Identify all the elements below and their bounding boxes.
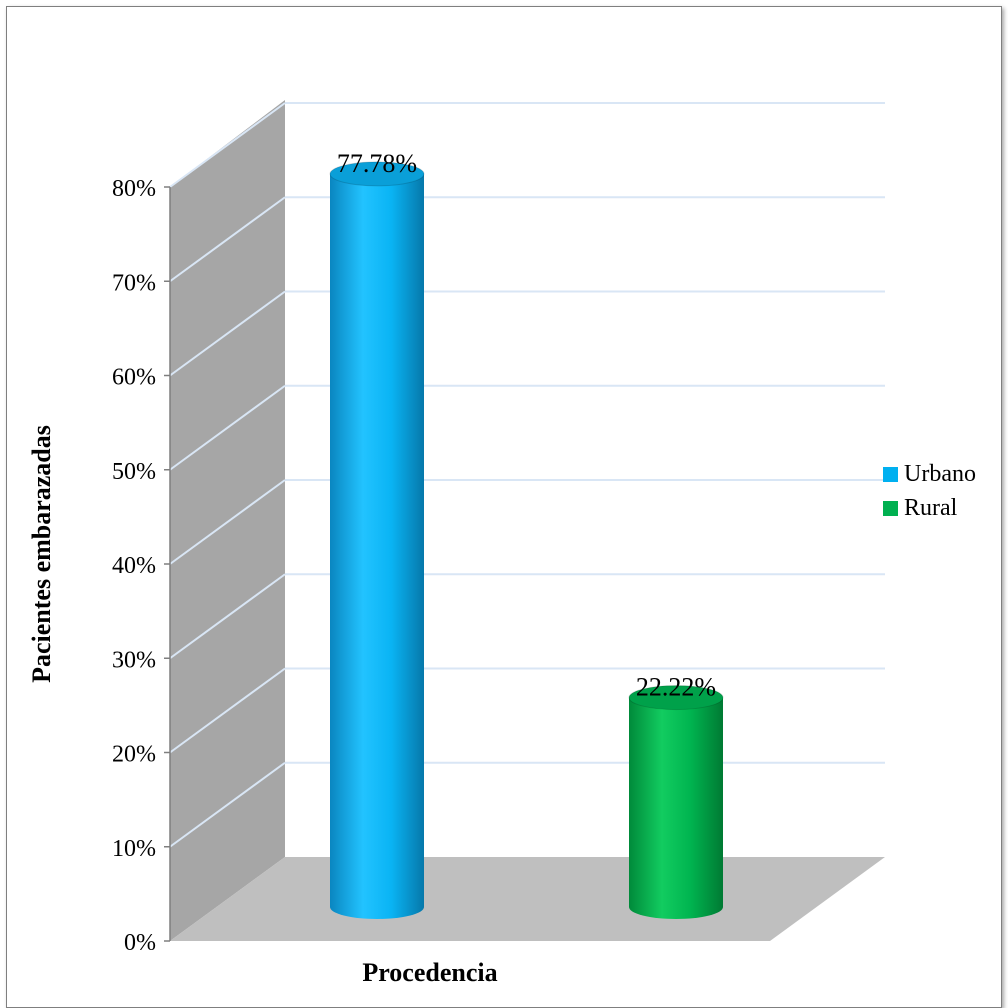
bar-top-cap (628, 685, 724, 711)
data-label: 22.22% (636, 673, 716, 702)
data-label: 77.78% (337, 149, 417, 178)
bar-rural: 22.22% (628, 673, 724, 919)
gridline-side (169, 384, 286, 471)
gridline-side (169, 196, 286, 283)
side-wall (170, 100, 285, 941)
bar-urbano: 77.78% (329, 149, 425, 920)
gridline-side (169, 479, 286, 565)
legend: Urbano Rural (883, 457, 976, 525)
legend-label-urbano: Urbano (904, 460, 976, 487)
y-tick-label: 10% (112, 836, 156, 862)
legend-swatch-rural (883, 500, 898, 516)
x-axis-label: Procedencia (362, 958, 497, 986)
bar-body (629, 697, 723, 919)
y-tick-label: 60% (112, 365, 156, 391)
bar-top-cap (329, 161, 425, 187)
y-axis-label: Pacientes embarazadas (27, 425, 56, 683)
floor (170, 857, 885, 941)
legend-item-urbano: Urbano (883, 457, 976, 491)
y-tick-label: 80% (112, 176, 156, 202)
gridline-side (169, 667, 286, 754)
gridline-side (169, 761, 286, 848)
legend-label-rural: Rural (904, 494, 958, 521)
bars: 77.78% 22.22% (329, 149, 724, 920)
y-tick-label: 20% (112, 742, 156, 768)
y-tick-label: 30% (112, 647, 156, 673)
gridline-side (169, 573, 286, 660)
y-tick-label: 70% (112, 270, 156, 296)
gridline-side (169, 102, 286, 188)
y-tick-label: 40% (112, 553, 156, 579)
y-tick-labels: 0% 10% 20% 30% 40% 50% 60% 70% 80% (112, 176, 171, 956)
y-tick-label: 0% (124, 930, 156, 956)
y-tick-label: 50% (112, 459, 156, 485)
chart-plot: 0%10%20%30%40%50%60%70%80% 77.78%22.22% … (27, 100, 885, 986)
legend-swatch-urbano (883, 466, 898, 482)
bar-body (330, 173, 424, 920)
legend-item-rural: Rural (883, 491, 976, 525)
gridline-side (169, 290, 286, 377)
